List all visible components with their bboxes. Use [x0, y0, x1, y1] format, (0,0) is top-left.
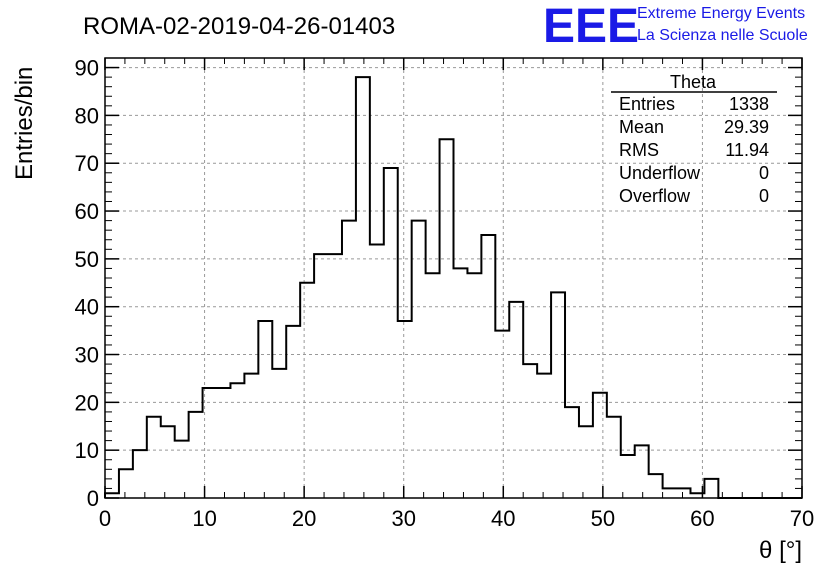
eee-logo-line1: Extreme Energy Events [637, 5, 805, 22]
y-tick-label: 40 [75, 295, 99, 320]
y-tick-label: 20 [75, 390, 99, 415]
x-axis-label: θ [°] [759, 537, 802, 564]
stats-row-label: Underflow [619, 163, 701, 183]
histogram-bin [509, 302, 523, 498]
x-tick-label: 10 [192, 506, 216, 531]
y-tick-label: 50 [75, 247, 99, 272]
x-tick-label: 20 [292, 506, 316, 531]
stats-box: Theta Entries 1338 Mean 29.39 RMS 11.94 Underf… [611, 72, 777, 206]
histogram-bin [467, 273, 481, 498]
histogram-bin [314, 254, 328, 498]
x-tick-label: 50 [591, 506, 615, 531]
y-tick-label: 30 [75, 343, 99, 368]
stats-row-label: Overflow [619, 186, 691, 206]
histogram-bin [203, 388, 217, 498]
stats-row-value: 0 [759, 186, 769, 206]
x-tick-label: 0 [99, 506, 111, 531]
histogram-bin [370, 245, 384, 498]
y-tick-label: 80 [75, 103, 99, 128]
histogram-bin [579, 426, 593, 498]
histogram-bin [663, 488, 677, 498]
histogram-bin [300, 283, 314, 498]
histogram-bin [258, 321, 272, 498]
histogram-bin [217, 388, 231, 498]
histogram-bin [440, 139, 454, 498]
histogram-bin [356, 77, 370, 498]
histogram-bin [551, 292, 565, 498]
y-tick-label: 0 [87, 486, 99, 511]
stats-row-value: 0 [759, 163, 769, 183]
stats-row-value: 29.39 [724, 117, 769, 137]
histogram-bin [230, 383, 244, 498]
histogram-bin [328, 254, 342, 498]
x-tick-label: 30 [391, 506, 415, 531]
eee-logo-mark: EEE [543, 0, 639, 53]
histogram-bin [286, 326, 300, 498]
histogram-bin [495, 331, 509, 498]
y-tick-label: 90 [75, 56, 99, 81]
x-tick-label: 60 [690, 506, 714, 531]
stats-box-title: Theta [670, 72, 717, 92]
stats-row-label: Entries [619, 94, 675, 114]
y-tick-label: 70 [75, 151, 99, 176]
stats-box-rows: Entries 1338 Mean 29.39 RMS 11.94 Underflow 0 Ov… [619, 94, 769, 206]
x-tick-label: 70 [790, 506, 814, 531]
histogram-bin [175, 441, 189, 498]
y-axis-ticks: 0 10 20 30 40 50 60 70 80 90 [75, 56, 802, 511]
histogram-bin [621, 455, 635, 498]
histogram-bin [635, 445, 649, 498]
eee-logo: EEE Extreme Energy Events La Scienza nel… [543, 0, 808, 53]
chart-title: ROMA-02-2019-04-26-01403 [83, 13, 395, 40]
histogram-bin [454, 268, 468, 498]
histogram-bin [384, 168, 398, 498]
histogram-bin [704, 479, 718, 498]
histogram-bin [523, 364, 537, 498]
histogram-bin [189, 412, 203, 498]
histogram-bin [649, 474, 663, 498]
histogram-bin [272, 369, 286, 498]
histogram-bin [119, 469, 133, 498]
histogram-bin [133, 450, 147, 498]
y-tick-label: 60 [75, 199, 99, 224]
stats-row-label: RMS [619, 140, 659, 160]
stats-row-value: 11.94 [725, 140, 769, 160]
histogram-bin [607, 417, 621, 498]
histogram-bin [412, 221, 426, 498]
x-axis-ticks: 0 10 20 30 40 50 60 70 [99, 58, 814, 531]
histogram-bin [481, 235, 495, 498]
histogram-bin [593, 393, 607, 498]
histogram-bin [161, 426, 175, 498]
y-axis-label: Entries/bin [11, 67, 38, 180]
histogram-bin [244, 374, 258, 498]
histogram-bin [565, 407, 579, 498]
stats-row-label: Mean [619, 117, 664, 137]
histogram-bin [537, 374, 551, 498]
histogram-bin [677, 488, 691, 498]
histogram-bin [147, 417, 161, 498]
stats-row-value: 1338 [729, 94, 769, 114]
x-tick-label: 40 [491, 506, 515, 531]
histogram-bin [342, 221, 356, 498]
histogram-outline [104, 76, 802, 499]
eee-logo-line2: La Scienza nelle Scuole [637, 27, 808, 44]
y-tick-label: 10 [75, 438, 99, 463]
histogram-bin [398, 321, 412, 498]
histogram-bin [426, 273, 440, 498]
